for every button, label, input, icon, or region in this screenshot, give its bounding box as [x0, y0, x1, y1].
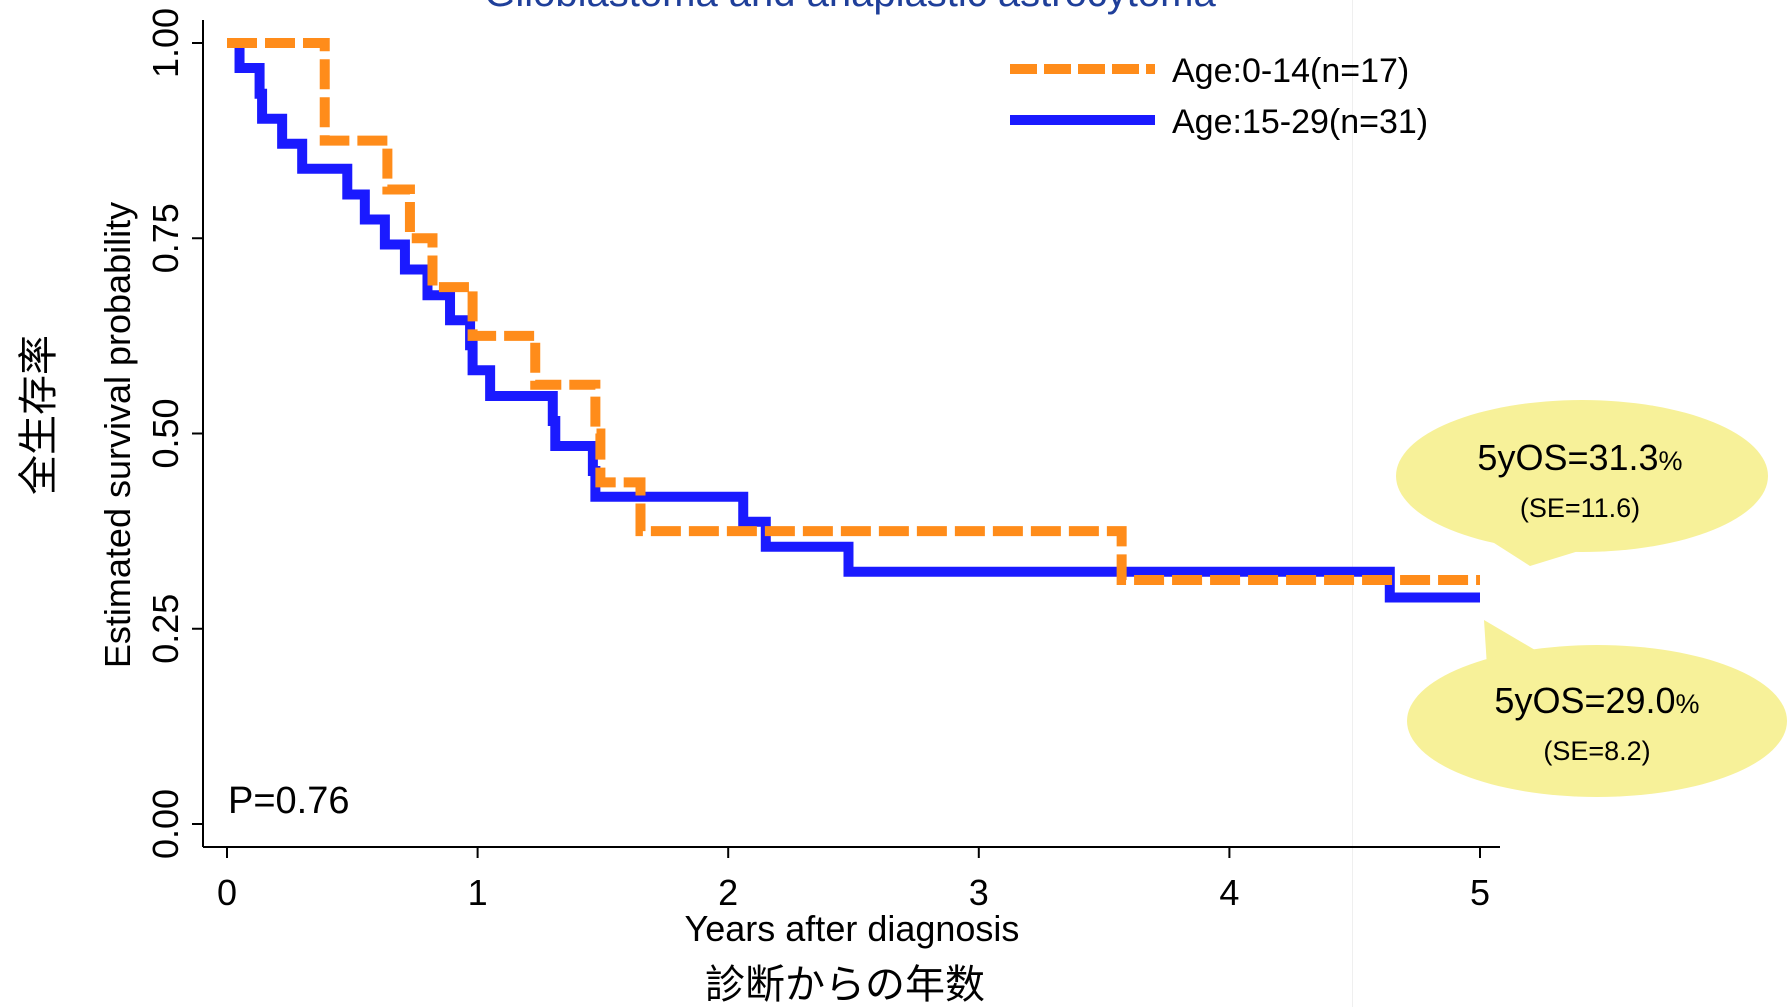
y-axis-title: Estimated survival probability: [97, 202, 138, 668]
axes: 0 1 2 3 4 5 0.00 0.25 0.50 0.75 1.00: [145, 8, 1500, 913]
x-axis-title: Years after diagnosis: [685, 908, 1020, 949]
slide-edge: [1352, 0, 1353, 1007]
p-value-label: P=0.76: [228, 780, 350, 822]
callout-age-15-29: 5yOS=29.0% (SE=8.2): [1407, 620, 1787, 797]
y-tick-label: 0.75: [145, 203, 186, 273]
x-tick-label: 5: [1470, 872, 1490, 913]
legend-label-age-15-29: Age:15-29(n=31): [1172, 103, 1428, 141]
callout-percent: %: [1659, 446, 1683, 476]
legend: Age:0-14(n=17) Age:15-29(n=31): [1010, 52, 1428, 141]
x-tick-label: 3: [969, 872, 989, 913]
survival-curve-age-0-14: [227, 38, 1480, 585]
chart-title: Glioblastoma and anaplastic astrocytoma: [484, 0, 1216, 15]
callout-5yos-value: 5yOS=29.0: [1494, 680, 1675, 721]
x-tick-label: 0: [217, 872, 237, 913]
callout-bubble: [1407, 645, 1787, 797]
callout-percent: %: [1676, 689, 1700, 719]
callout-bubble: [1396, 400, 1768, 552]
y-tick-label: 0.00: [145, 789, 186, 859]
x-tick-label: 4: [1219, 872, 1239, 913]
x-tick-label: 2: [718, 872, 738, 913]
survival-curve-age-15-29: [227, 38, 1480, 603]
svg-text:5yOS=29.0%: 5yOS=29.0%: [1494, 680, 1699, 721]
survival-curves: [227, 38, 1480, 603]
svg-text:5yOS=31.3%: 5yOS=31.3%: [1477, 437, 1682, 478]
x-axis-title-japanese: 診断からの年数: [705, 963, 985, 1007]
y-tick-label: 0.50: [145, 398, 186, 468]
callout-5yos-value: 5yOS=31.3: [1477, 437, 1658, 478]
y-tick-label: 1.00: [145, 8, 186, 78]
callout-age-0-14: 5yOS=31.3% (SE=11.6): [1396, 400, 1768, 566]
y-axis-title-japanese: 全生存率: [17, 335, 61, 495]
x-tick-label: 1: [468, 872, 488, 913]
legend-label-age-0-14: Age:0-14(n=17): [1172, 52, 1409, 90]
callout-se-value: (SE=8.2): [1543, 736, 1650, 766]
callout-se-value: (SE=11.6): [1520, 493, 1640, 523]
y-tick-label: 0.25: [145, 594, 186, 664]
